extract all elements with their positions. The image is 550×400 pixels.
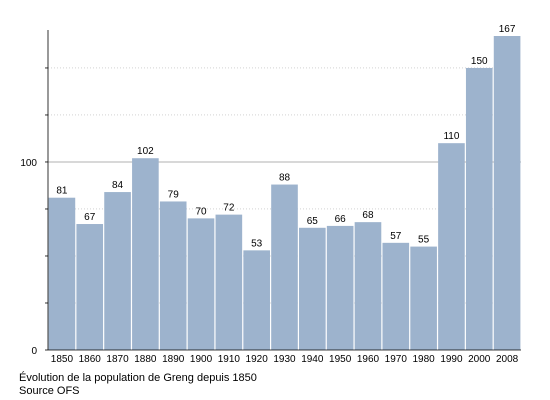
x-tick-label: 1860 bbox=[79, 354, 102, 365]
data-label: 57 bbox=[390, 231, 402, 242]
data-label: 88 bbox=[279, 173, 291, 184]
chart-caption: Évolution de la population de Greng depu… bbox=[19, 372, 257, 384]
bar-1850 bbox=[48, 197, 76, 350]
data-label: 66 bbox=[335, 214, 347, 225]
x-tick-label: 1940 bbox=[301, 354, 324, 365]
bar-1930 bbox=[271, 184, 298, 350]
x-tick-label: 1870 bbox=[106, 354, 129, 365]
bar-1970 bbox=[382, 242, 410, 350]
x-tick-label: 1980 bbox=[412, 354, 435, 365]
bar-1910 bbox=[215, 214, 243, 350]
data-label: 102 bbox=[137, 146, 154, 157]
data-label: 68 bbox=[362, 210, 374, 221]
bar-1890 bbox=[159, 201, 187, 350]
x-tick-label: 1990 bbox=[440, 354, 463, 365]
data-label: 150 bbox=[471, 56, 488, 67]
chart-source: Source OFS bbox=[19, 385, 80, 397]
data-label: 110 bbox=[443, 131, 459, 142]
x-tick-label: 1910 bbox=[218, 354, 241, 365]
x-tick-label: 2008 bbox=[496, 354, 519, 365]
x-tick-label: 1850 bbox=[51, 354, 74, 365]
bar-1990 bbox=[438, 143, 465, 350]
x-tick-label: 1960 bbox=[357, 354, 380, 365]
x-tick-label: 1930 bbox=[273, 354, 296, 365]
data-label: 70 bbox=[195, 206, 207, 217]
data-label: 67 bbox=[84, 212, 96, 223]
x-tick-label: 1950 bbox=[329, 354, 352, 365]
bar-1920 bbox=[243, 250, 270, 350]
bar-1880 bbox=[132, 158, 159, 350]
bar-1900 bbox=[187, 218, 215, 350]
data-label: 55 bbox=[418, 235, 430, 246]
data-label: 79 bbox=[168, 189, 180, 200]
y-tick-label: 100 bbox=[20, 158, 37, 169]
x-tick-label: 1900 bbox=[190, 354, 213, 365]
x-tick-label: 1890 bbox=[162, 354, 185, 365]
bar-2000 bbox=[465, 67, 493, 350]
data-label: 65 bbox=[307, 216, 319, 227]
x-tick-label: 1920 bbox=[246, 354, 269, 365]
bar-1950 bbox=[326, 225, 354, 350]
bar-2008 bbox=[493, 36, 521, 350]
data-label: 53 bbox=[251, 238, 263, 249]
x-tick-label: 1970 bbox=[385, 354, 408, 365]
data-label: 81 bbox=[56, 186, 68, 197]
data-label: 72 bbox=[223, 203, 235, 214]
bar-1940 bbox=[299, 227, 326, 350]
bar-1860 bbox=[76, 224, 104, 350]
bar-1980 bbox=[410, 246, 437, 350]
bar-1870 bbox=[104, 192, 131, 350]
data-label: 167 bbox=[499, 24, 516, 35]
data-label: 84 bbox=[112, 180, 124, 191]
bar-1960 bbox=[354, 222, 382, 350]
x-tick-label: 1880 bbox=[134, 354, 157, 365]
y-tick-label: 0 bbox=[31, 346, 37, 357]
x-tick-label: 2000 bbox=[468, 354, 491, 365]
